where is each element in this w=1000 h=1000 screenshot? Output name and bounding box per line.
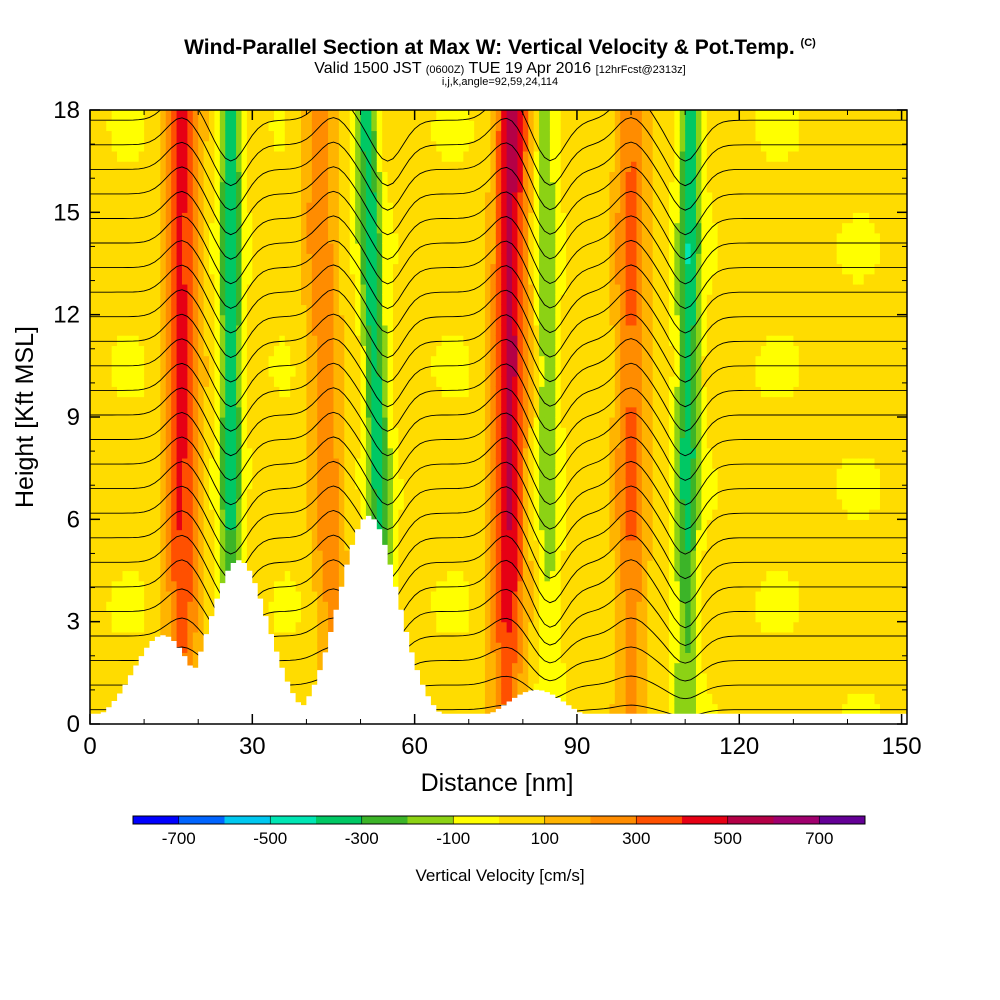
colorbar-tick-label: 500 bbox=[714, 829, 742, 848]
y-tick-label: 9 bbox=[67, 404, 80, 431]
colorbar-swatch bbox=[682, 816, 729, 824]
terrain-mask bbox=[90, 515, 907, 724]
y-tick-label: 6 bbox=[67, 506, 80, 533]
y-tick-label: 12 bbox=[53, 302, 80, 329]
colorbar-tick-label: -700 bbox=[162, 829, 196, 848]
colorbar-swatch bbox=[636, 816, 683, 824]
colorbar-swatch bbox=[453, 816, 500, 824]
x-tick-label: 30 bbox=[239, 733, 266, 760]
chart-subtitle: Valid 1500 JST (0600Z) TUE 19 Apr 2016 [… bbox=[314, 60, 686, 77]
x-tick-label: 150 bbox=[882, 733, 922, 760]
colorbar-swatch bbox=[590, 816, 637, 824]
colorbar-swatch bbox=[316, 816, 363, 824]
x-tick-label: 90 bbox=[564, 733, 591, 760]
colorbar-swatch bbox=[224, 816, 271, 824]
y-axis-label: Height [Kft MSL] bbox=[11, 326, 39, 508]
colorbar-swatch bbox=[178, 816, 225, 824]
colorbar: -700 -500 -300 -100 100 300 500 700 bbox=[132, 815, 866, 848]
colorbar-tick-label: 100 bbox=[531, 829, 559, 848]
colorbar-tick-label: 700 bbox=[805, 829, 833, 848]
colorbar-swatch bbox=[773, 816, 820, 824]
y-tick-label: 18 bbox=[53, 97, 80, 124]
colorbar-tick-label: -100 bbox=[436, 829, 470, 848]
colorbar-title: Vertical Velocity [cm/s] bbox=[415, 866, 584, 885]
potential-temperature-contours bbox=[90, 110, 907, 717]
x-tick-label: 0 bbox=[83, 733, 96, 760]
x-tick-label: 120 bbox=[719, 733, 759, 760]
x-tick-label: 60 bbox=[401, 733, 428, 760]
y-tick-label: 3 bbox=[67, 609, 80, 636]
colorbar-swatch bbox=[499, 816, 546, 824]
grid-info: i,j,k,angle=92,59,24,114 bbox=[441, 76, 559, 88]
colorbar-swatch bbox=[727, 816, 774, 824]
colorbar-swatch bbox=[544, 816, 591, 824]
axes: 0 30 60 90 120 150 0 3 6 9 12 15 18 bbox=[53, 97, 921, 760]
colorbar-tick-label: -500 bbox=[253, 829, 287, 848]
x-axis-label: Distance [nm] bbox=[421, 769, 574, 797]
colorbar-swatch bbox=[361, 816, 408, 824]
y-tick-label: 0 bbox=[67, 711, 80, 738]
colorbar-tick-label: -300 bbox=[345, 829, 379, 848]
colorbar-swatch bbox=[270, 816, 317, 824]
colorbar-swatch bbox=[133, 816, 180, 824]
colorbar-swatch bbox=[819, 816, 866, 824]
colorbar-tick-label: 300 bbox=[622, 829, 650, 848]
chart-title: Wind-Parallel Section at Max W: Vertical… bbox=[184, 36, 816, 59]
colorbar-swatch bbox=[407, 816, 454, 824]
y-tick-label: 15 bbox=[53, 199, 80, 226]
